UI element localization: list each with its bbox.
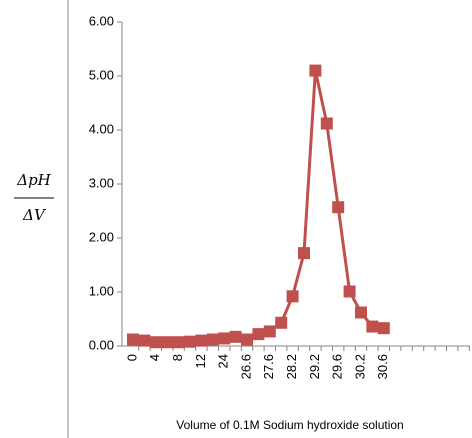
x-tick-label: 28.2	[284, 354, 299, 379]
marker	[161, 336, 174, 349]
marker	[195, 334, 208, 347]
marker	[298, 247, 310, 260]
marker	[355, 306, 367, 319]
marker	[252, 328, 265, 341]
x-tick-label: 0	[124, 354, 139, 361]
marker	[149, 336, 162, 349]
marker	[172, 336, 185, 349]
x-tick-label: 27.6	[261, 354, 276, 379]
x-tick-label: 26.6	[238, 354, 253, 379]
marker	[241, 333, 253, 346]
x-tick-label: 30.6	[375, 354, 390, 379]
y-tick-label: 3.00	[89, 175, 114, 190]
marker	[229, 330, 242, 343]
y-label-numerator: ΔpH	[16, 171, 51, 189]
y-tick-label: 0.00	[89, 337, 114, 352]
marker	[377, 322, 390, 335]
y-tick-label: 2.00	[89, 229, 114, 244]
x-tick-label: 24	[216, 354, 231, 368]
y-tick-label: 5.00	[89, 67, 114, 82]
y-tick-label: 1.00	[89, 283, 114, 298]
marker	[309, 64, 322, 77]
x-axis-label: Volume of 0.1M Sodium hydroxide solution	[176, 418, 403, 432]
marker	[218, 332, 231, 345]
y-tick-label: 4.00	[89, 121, 114, 136]
marker	[366, 320, 379, 333]
x-tick-label: 29.2	[307, 354, 322, 379]
marker	[286, 290, 299, 303]
marker	[320, 117, 333, 130]
x-tick-label: 8	[170, 354, 185, 361]
marker	[127, 333, 139, 346]
marker	[343, 285, 356, 298]
marker	[275, 316, 288, 329]
marker	[332, 201, 345, 214]
series-line	[132, 70, 385, 344]
marker	[206, 333, 219, 346]
marker	[138, 334, 151, 347]
marker	[263, 325, 276, 338]
x-tick-label: 29.6	[330, 354, 345, 379]
marker	[184, 335, 196, 348]
x-tick-label: 4	[147, 354, 162, 361]
y-label-denominator: ΔV	[22, 206, 47, 224]
x-tick-label: 30.2	[352, 354, 367, 379]
x-tick-label: 12	[193, 354, 208, 368]
y-tick-label: 6.00	[89, 13, 114, 28]
